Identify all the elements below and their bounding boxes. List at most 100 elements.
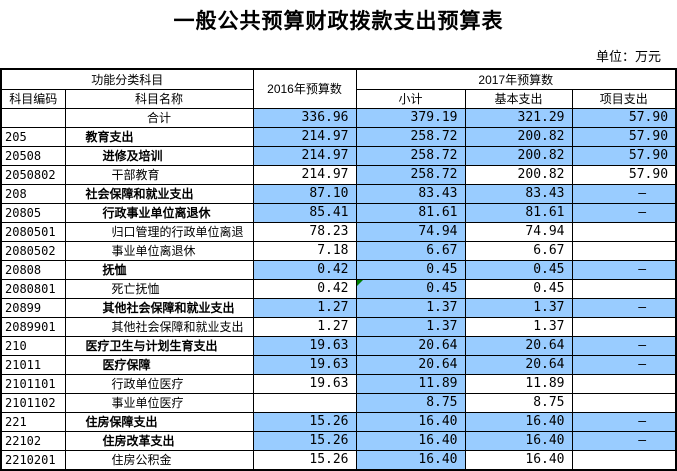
basic-expenditure-cell: 81.61 (464, 203, 573, 223)
subject-name-cell: 其他社会保障和就业支出 (64, 317, 254, 337)
budget-2016-cell: 1.27 (252, 317, 357, 337)
budget-2016-cell: 214.97 (252, 127, 357, 147)
header-subject-code: 科目编码 (0, 89, 66, 109)
subtotal-2017-cell: 81.61 (355, 203, 466, 223)
table-row: 2210201 住房公积金 15.26 16.40 16.40 (0, 450, 677, 471)
budget-2016-cell: 0.42 (252, 279, 357, 299)
table-row: 20808 抚恤 0.42 0.45 0.45– (0, 260, 677, 280)
project-expenditure-cell (571, 222, 677, 242)
basic-expenditure-cell: 16.40 (464, 431, 573, 451)
budget-2016-cell: 15.26 (252, 412, 357, 432)
subtotal-2017-cell: 0.45 (355, 279, 466, 299)
table-row: 2101101 行政单位医疗 19.63 11.89 11.89 (0, 374, 677, 394)
subtotal-2017-cell: 1.37 (355, 298, 466, 318)
basic-expenditure-cell: 83.43 (464, 184, 573, 204)
subject-code-cell: 2080801 (0, 279, 66, 299)
basic-expenditure-cell: 0.45 (464, 260, 573, 280)
table-body: 合计 336.96 379.19 321.29 57.90 205 教育支出 214.97 25… (0, 108, 677, 471)
subject-name-cell: 社会保障和就业支出 (64, 184, 254, 204)
subject-code-cell: 2080502 (0, 241, 66, 261)
budget-table: 功能分类科目 2016年预算数 2017年预算数 科目编码 科目名称 小计 基本… (0, 68, 677, 471)
budget-2016-cell: 87.10 (252, 184, 357, 204)
project-expenditure-cell (571, 241, 677, 261)
subtotal-2017-cell: 16.40 (355, 412, 466, 432)
project-expenditure-cell: – (571, 355, 677, 375)
subtotal-2017-cell: 0.45 (355, 260, 466, 280)
subtotal-2017-cell: 1.37 (355, 317, 466, 337)
project-expenditure-cell (571, 279, 677, 299)
project-expenditure-cell: – (571, 431, 677, 451)
subtotal-2017-cell: 258.72 (355, 127, 466, 147)
project-expenditure-cell: 57.90 (571, 127, 677, 147)
subject-name-cell: 住房保障支出 (64, 412, 254, 432)
budget-2016-cell: 19.63 (252, 355, 357, 375)
table-row: 20805 行政事业单位离退休 85.41 81.61 81.61– (0, 203, 677, 223)
subject-code-cell: 21011 (0, 355, 66, 375)
header-row-1: 功能分类科目 2016年预算数 2017年预算数 (0, 68, 677, 109)
basic-expenditure-cell: 1.37 (464, 298, 573, 318)
subject-code-cell: 20899 (0, 298, 66, 318)
subject-name-cell: 其他社会保障和就业支出 (64, 298, 254, 318)
subject-code-cell: 20808 (0, 260, 66, 280)
subtotal-2017-cell: 11.89 (355, 374, 466, 394)
table-row: 20899 其他社会保障和就业支出 1.27 1.37 1.37– (0, 298, 677, 318)
budget-2016-cell: 1.27 (252, 298, 357, 318)
subject-name-cell: 教育支出 (64, 127, 254, 147)
budget-2016-cell: 78.23 (252, 222, 357, 242)
subject-name-cell: 行政单位医疗 (64, 374, 254, 394)
table-row: 221 住房保障支出 15.26 16.40 16.40– (0, 412, 677, 432)
header-row-2: 科目编码 科目名称 小计 基本支出 项目支出 (0, 89, 677, 109)
table-row: 2089901 其他社会保障和就业支出 1.27 1.37 1.37 (0, 317, 677, 337)
budget-2016-cell: 214.97 (252, 165, 357, 185)
budget-2016-cell: 0.42 (252, 260, 357, 280)
header-2017-group: 2017年预算数 (355, 68, 677, 90)
project-expenditure-cell (571, 450, 677, 471)
project-expenditure-cell (571, 317, 677, 337)
basic-expenditure-cell: 20.64 (464, 336, 573, 356)
subject-name-cell: 住房公积金 (64, 450, 254, 471)
subject-name-cell: 进修及培训 (64, 146, 254, 166)
subject-name-cell: 行政事业单位离退休 (64, 203, 254, 223)
header-2016-budget: 2016年预算数 (252, 68, 357, 109)
table-row: 2050802 干部教育 214.97 258.72 200.82 57.90 (0, 165, 677, 185)
table-row: 2080501 归口管理的行政单位离退 78.23 74.94 74.94 (0, 222, 677, 242)
project-expenditure-cell: – (571, 336, 677, 356)
error-indicator-triangle (357, 280, 363, 286)
subtotal-2017-cell: 20.64 (355, 355, 466, 375)
header-project-expenditure: 项目支出 (571, 89, 677, 109)
budget-2016-cell: 85.41 (252, 203, 357, 223)
subject-code-cell: 20508 (0, 146, 66, 166)
basic-expenditure-cell: 8.75 (464, 393, 573, 413)
budget-2016-cell: 19.63 (252, 374, 357, 394)
basic-expenditure-cell: 6.67 (464, 241, 573, 261)
subject-code-cell: 2210201 (0, 450, 66, 471)
page-title: 一般公共预算财政拨款支出预算表 (173, 10, 504, 33)
project-expenditure-cell (571, 374, 677, 394)
subject-name-cell: 抚恤 (64, 260, 254, 280)
header-function-group: 功能分类科目 (0, 68, 254, 90)
header-basic-expenditure: 基本支出 (464, 89, 573, 109)
unit-label: 单位：万元 (595, 49, 661, 64)
subject-code-cell: 20805 (0, 203, 66, 223)
subtotal-2017-cell: 8.75 (355, 393, 466, 413)
subject-code-cell: 2080501 (0, 222, 66, 242)
basic-expenditure-cell: 200.82 (464, 165, 573, 185)
budget-2016-cell: 15.26 (252, 431, 357, 451)
subtotal-2017-cell: 20.64 (355, 336, 466, 356)
subject-name-cell: 合计 (64, 108, 254, 128)
subject-code-cell: 2089901 (0, 317, 66, 337)
subject-code-cell: 2050802 (0, 165, 66, 185)
subject-code-cell: 205 (0, 127, 66, 147)
subject-name-cell: 医疗卫生与计划生育支出 (64, 336, 254, 356)
project-expenditure-cell: – (571, 412, 677, 432)
budget-2016-cell: 7.18 (252, 241, 357, 261)
subject-name-cell: 归口管理的行政单位离退 (64, 222, 254, 242)
project-expenditure-cell: – (571, 184, 677, 204)
subject-name-cell: 住房改革支出 (64, 431, 254, 451)
table-row: 21011 医疗保障 19.63 20.64 20.64– (0, 355, 677, 375)
subject-name-cell: 医疗保障 (64, 355, 254, 375)
project-expenditure-cell (571, 393, 677, 413)
project-expenditure-cell: – (571, 298, 677, 318)
basic-expenditure-cell: 16.40 (464, 412, 573, 432)
subtotal-2017-cell: 16.40 (355, 450, 466, 471)
